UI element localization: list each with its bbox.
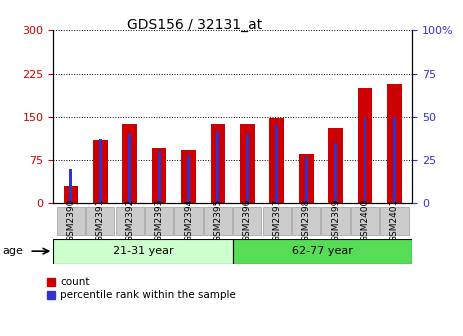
Bar (299, 154, 313, 203)
Text: GSM2391: GSM2391 (96, 198, 105, 242)
Text: GSM2392: GSM2392 (125, 199, 134, 242)
Text: GSM2401: GSM2401 (390, 199, 399, 242)
Text: 21-31 year: 21-31 year (113, 246, 173, 256)
Bar (152, 149, 167, 203)
Bar (187, 155, 190, 203)
Text: GSM2390: GSM2390 (66, 198, 75, 242)
Bar (217, 131, 219, 203)
Bar (357, 88, 372, 203)
Bar (233, 207, 262, 235)
Text: GSM2396: GSM2396 (243, 198, 252, 242)
Text: GSM2397: GSM2397 (272, 198, 282, 242)
Bar (334, 143, 337, 203)
Text: GSM2395: GSM2395 (213, 198, 222, 242)
Bar (69, 169, 72, 203)
Bar (93, 140, 108, 203)
Bar (351, 207, 379, 235)
Bar (204, 207, 232, 235)
Bar (393, 117, 396, 203)
Bar (380, 207, 408, 235)
Legend: count, percentile rank within the sample: count, percentile rank within the sample (47, 278, 236, 300)
Bar (263, 207, 291, 235)
Bar (116, 207, 144, 235)
Bar (305, 157, 307, 203)
Bar (387, 84, 402, 203)
Bar (57, 207, 85, 235)
Bar (321, 207, 350, 235)
Bar (292, 207, 320, 235)
Text: 62-77 year: 62-77 year (292, 246, 353, 256)
Bar (158, 151, 161, 203)
Text: GSM2399: GSM2399 (331, 198, 340, 242)
Bar (86, 207, 114, 235)
Bar (363, 117, 367, 203)
Bar (122, 124, 137, 203)
Bar (99, 139, 102, 203)
Text: GDS156 / 32131_at: GDS156 / 32131_at (127, 18, 262, 33)
Bar (145, 207, 173, 235)
Bar (128, 134, 131, 203)
Bar (53, 239, 232, 264)
Bar (211, 124, 225, 203)
Bar (275, 125, 278, 203)
Bar (63, 186, 78, 203)
Bar (246, 134, 249, 203)
Text: GSM2400: GSM2400 (361, 199, 369, 242)
Bar (175, 207, 203, 235)
Bar (232, 239, 412, 264)
Bar (181, 150, 196, 203)
Text: GSM2398: GSM2398 (302, 198, 311, 242)
Text: age: age (2, 246, 23, 256)
Text: GSM2394: GSM2394 (184, 199, 193, 242)
Bar (269, 119, 284, 203)
Bar (240, 124, 255, 203)
Text: GSM2393: GSM2393 (155, 198, 163, 242)
Bar (328, 128, 343, 203)
